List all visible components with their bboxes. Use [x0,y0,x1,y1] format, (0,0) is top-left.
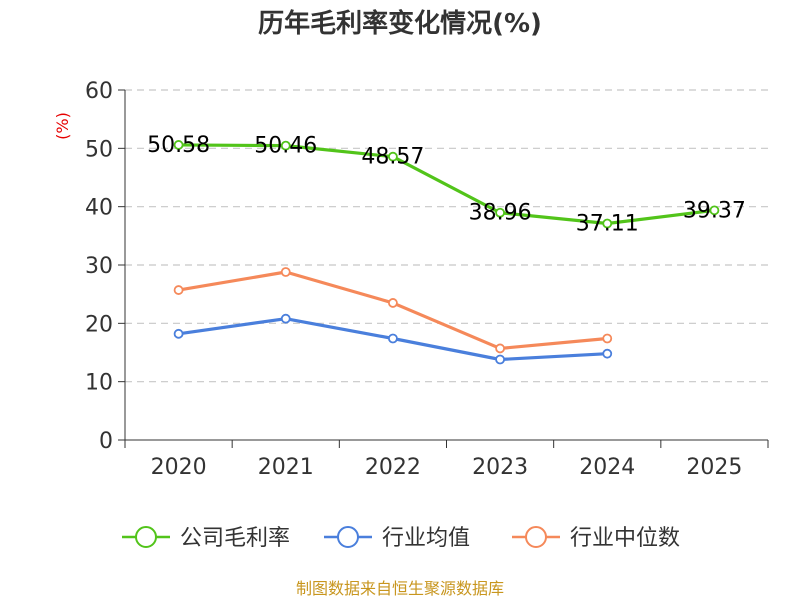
y-tick-label: 10 [85,371,113,396]
data-point[interactable] [280,313,291,324]
data-point[interactable] [280,140,291,151]
series-1 [173,313,613,365]
data-point[interactable] [388,298,398,308]
data-point[interactable] [388,333,398,344]
data-label: 50.58 [147,133,210,158]
x-tick-label: 2021 [258,455,314,480]
data-point[interactable] [173,285,184,295]
legend-item-0[interactable]: 公司毛利率 [122,526,290,551]
legend-label: 行业中位数 [570,526,680,551]
legend-label: 行业均值 [382,526,470,551]
legend-marker [337,526,359,548]
legend-marker [135,526,157,548]
series-2 [173,267,613,354]
data-point[interactable] [602,348,613,359]
data-label: 50.46 [254,134,317,159]
y-tick-label: 40 [85,196,113,221]
y-tick-label: 30 [85,254,113,279]
y-tick-label: 60 [85,79,113,104]
x-tick-label: 2025 [686,455,742,480]
data-point[interactable] [602,218,613,229]
legend-label: 公司毛利率 [180,526,290,551]
x-tick-label: 2020 [151,455,207,480]
x-tick-label: 2023 [472,455,528,480]
data-point[interactable] [280,267,291,277]
data-point[interactable] [388,151,398,162]
data-point[interactable] [602,333,613,344]
data-point[interactable] [173,328,184,339]
chart-title: 历年毛利率变化情况(%) [258,8,542,39]
data-labels: 50.58 50.46 48.57 38.96 37.11 39.37 [147,133,746,237]
y-tick-label: 0 [99,429,113,454]
series-0 [173,140,720,229]
data-point[interactable] [495,343,505,354]
legend[interactable]: 公司毛利率 行业均值 行业中位数 [122,526,680,551]
data-label: 37.11 [576,212,639,237]
data-label: 48.57 [361,145,424,170]
data-point[interactable] [173,140,184,150]
y-tick-label: 50 [85,137,113,162]
axes: 0 10 20 30 40 50 60 2020 2021 2022 2023 2024 2025 [85,79,769,480]
legend-item-2[interactable]: 行业中位数 [512,526,680,551]
data-point[interactable] [709,205,720,216]
series-lines [173,140,720,365]
series-line [176,143,717,226]
x-tick-label: 2022 [365,455,421,480]
legend-item-1[interactable]: 行业均值 [324,526,470,551]
y-tick-label: 20 [85,312,113,337]
data-label: 38.96 [469,201,532,226]
x-tick-label: 2024 [579,455,635,480]
data-source-note: 制图数据来自恒生聚源数据库 [296,579,504,598]
legend-marker [525,526,547,548]
y-axis-unit-label: (%) [53,112,72,140]
data-point[interactable] [495,354,505,365]
data-label: 39.37 [683,198,746,223]
gridlines [125,89,768,383]
data-point[interactable] [495,207,505,218]
